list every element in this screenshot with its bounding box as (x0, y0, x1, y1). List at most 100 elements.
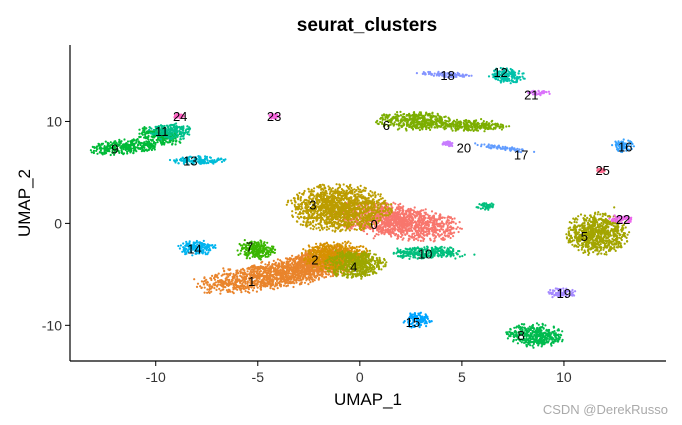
cell-point (259, 270, 262, 273)
cell-point (262, 277, 265, 280)
cell-point (319, 209, 322, 212)
cell-point (390, 211, 393, 214)
cell-point (267, 267, 270, 270)
cell-point (394, 208, 397, 211)
cell-point (425, 227, 428, 230)
cell-point (287, 279, 290, 282)
cell-point (377, 193, 380, 196)
cell-point (372, 227, 375, 230)
cell-point (315, 242, 318, 245)
cell-point (362, 206, 365, 209)
cell-point (422, 222, 425, 225)
cell-point (314, 223, 317, 226)
cell-point (360, 208, 363, 211)
cell-point (394, 224, 397, 227)
cell-point (318, 246, 321, 249)
cell-point (384, 231, 387, 234)
cell-point (309, 194, 312, 197)
cell-point (280, 273, 283, 276)
cell-point (348, 229, 351, 232)
cell-point (343, 216, 346, 219)
cell-point (446, 224, 449, 227)
cell-point (239, 285, 242, 288)
cell-point (426, 234, 429, 237)
cell-point (268, 274, 271, 277)
cell-point (402, 205, 405, 208)
cell-point (448, 229, 452, 232)
cell-point (439, 224, 442, 227)
cell-point (450, 220, 453, 223)
cell-point (442, 236, 445, 239)
cell-point (387, 217, 390, 220)
cell-point (332, 201, 336, 204)
cell-point (354, 224, 357, 227)
cell-point (377, 230, 380, 233)
cell-point (333, 252, 336, 255)
cell-point (332, 190, 336, 193)
cell-point (289, 263, 292, 266)
cell-point (344, 197, 348, 200)
cell-point (320, 268, 324, 271)
cell-point (442, 231, 445, 234)
cell-point (304, 257, 307, 261)
cell-point (405, 230, 408, 233)
cell-point (431, 216, 435, 219)
cell-point (414, 221, 417, 224)
cell-point (329, 225, 332, 228)
cell-point (285, 285, 288, 288)
cell-point (236, 288, 239, 291)
cell-point (417, 234, 420, 237)
cell-point (219, 292, 222, 295)
cell-point (279, 285, 282, 288)
cell-point (413, 206, 416, 209)
cell-point (432, 219, 435, 222)
cell-point (359, 224, 362, 227)
cell-point (445, 230, 448, 233)
cell-point (310, 188, 313, 191)
cell-point (269, 284, 272, 287)
cell-point (308, 216, 311, 219)
cell-point (401, 212, 404, 215)
cell-point (389, 219, 392, 222)
cell-point (420, 236, 423, 239)
cell-point (256, 270, 259, 273)
cell-point (437, 232, 440, 236)
cell-point (419, 219, 422, 222)
cell-point (435, 231, 438, 234)
cell-point (272, 275, 275, 278)
cell-point (446, 218, 449, 222)
cell-point (301, 223, 304, 227)
cell-point (203, 276, 206, 279)
cell-point (421, 227, 424, 230)
cell-point (290, 257, 293, 260)
cell-point (336, 218, 339, 221)
cell-point (285, 203, 288, 206)
cell-point (273, 288, 276, 291)
cell-point (291, 254, 294, 257)
cell-point (344, 240, 347, 243)
cell-point (203, 283, 206, 286)
cell-point (266, 284, 269, 288)
cell-point (239, 274, 242, 277)
cell-point (299, 258, 302, 261)
cell-point (311, 214, 314, 217)
cell-point (352, 223, 355, 226)
cell-point (352, 212, 355, 215)
cell-point (420, 209, 423, 212)
cell-point (375, 200, 378, 203)
cell-point (285, 269, 289, 272)
cell-point (216, 276, 219, 279)
cell-point (414, 237, 418, 240)
cell-point (244, 277, 247, 280)
cell-point (257, 277, 260, 280)
cell-point (223, 273, 226, 276)
cell-point (299, 261, 302, 264)
cell-point (387, 229, 390, 232)
cell-point (430, 210, 434, 213)
cell-point (268, 261, 271, 264)
cell-point (440, 222, 443, 225)
cell-point (302, 216, 305, 219)
cell-point (211, 274, 214, 277)
cell-point (305, 268, 308, 271)
cell-point (232, 286, 235, 289)
